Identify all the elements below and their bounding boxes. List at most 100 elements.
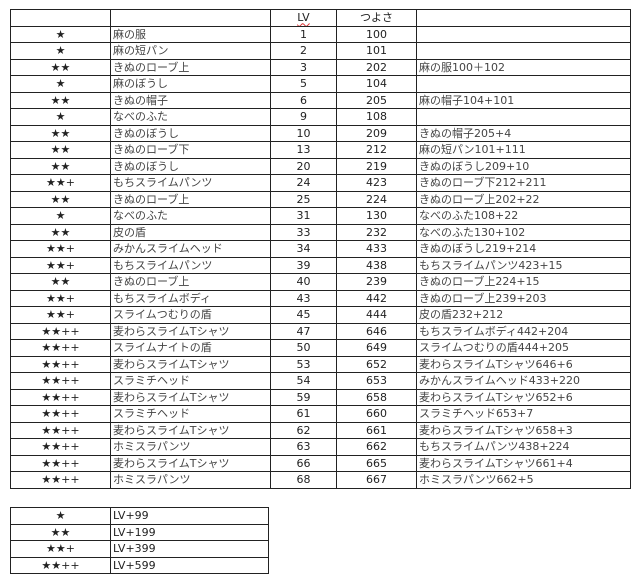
cell-level: 33	[270, 223, 337, 241]
cell-item-name: 皮の盾	[110, 223, 271, 241]
cell-rarity: ★★++	[10, 355, 111, 373]
cell-strength: 653	[336, 372, 417, 390]
cell-strength: 661	[336, 421, 417, 439]
cell-rarity: ★★++	[10, 421, 111, 439]
equipment-table: LV つよさ ★ 麻の服 1 100 ★ 麻の短パン 2 101 ★★ きぬのローブ上 3 202 麻の…	[10, 9, 631, 489]
legend-bonus: LV+99	[110, 507, 269, 525]
cell-strength: 209	[336, 124, 417, 142]
cell-rarity: ★★	[10, 58, 111, 76]
header-stars	[10, 9, 111, 27]
cell-level: 54	[270, 372, 337, 390]
cell-rarity: ★★	[10, 141, 111, 159]
cell-formula	[416, 108, 631, 126]
table-row: ★ 麻のぼうし 5 104	[10, 75, 631, 93]
cell-formula: きぬのぼうし209+10	[416, 157, 631, 175]
cell-item-name: なべのふた	[110, 207, 271, 225]
table-row: ★★++ 麦わらスライムTシャツ 47 646 もちスライムボディ442+204	[10, 322, 631, 340]
table-row: ★★++ ホミスラパンツ 68 667 ホミスラパンツ662+5	[10, 471, 631, 489]
cell-item-name: スラミチヘッド	[110, 372, 271, 390]
cell-item-name: 麦わらスライムTシャツ	[110, 322, 271, 340]
cell-level: 31	[270, 207, 337, 225]
cell-item-name: 麻のぼうし	[110, 75, 271, 93]
cell-item-name: もちスライムボディ	[110, 289, 271, 307]
header-formula	[416, 9, 631, 27]
cell-rarity: ★★	[10, 157, 111, 175]
table-row: ★★ きぬの帽子 6 205 麻の帽子104+101	[10, 91, 631, 109]
cell-strength: 108	[336, 108, 417, 126]
cell-formula	[416, 25, 631, 43]
cell-strength: 658	[336, 388, 417, 406]
cell-strength: 646	[336, 322, 417, 340]
cell-level: 10	[270, 124, 337, 142]
cell-item-name: 麦わらスライムTシャツ	[110, 421, 271, 439]
cell-rarity: ★★+	[10, 240, 111, 258]
table-row: ★★+ もちスライムパンツ 39 438 もちスライムパンツ423+15	[10, 256, 631, 274]
cell-level: 59	[270, 388, 337, 406]
cell-formula: スライムつむりの盾444+205	[416, 339, 631, 357]
cell-strength: 205	[336, 91, 417, 109]
cell-rarity: ★★++	[10, 405, 111, 423]
legend-row: ★★+ LV+399	[10, 540, 269, 558]
cell-level: 9	[270, 108, 337, 126]
cell-formula: きぬのローブ下212+211	[416, 174, 631, 192]
cell-item-name: スライムつむりの盾	[110, 306, 271, 324]
table-row: ★★ きぬのローブ上 40 239 きぬのローブ上224+15	[10, 273, 631, 291]
cell-item-name: みかんスライムヘッド	[110, 240, 271, 258]
cell-level: 3	[270, 58, 337, 76]
cell-rarity: ★★++	[10, 388, 111, 406]
cell-strength: 239	[336, 273, 417, 291]
table-row: ★★+ もちスライムボディ 43 442 きぬのローブ上239+203	[10, 289, 631, 307]
cell-level: 13	[270, 141, 337, 159]
cell-strength: 212	[336, 141, 417, 159]
cell-item-name: ホミスラパンツ	[110, 438, 271, 456]
cell-item-name: 麦わらスライムTシャツ	[110, 388, 271, 406]
cell-item-name: きぬのぼうし	[110, 157, 271, 175]
table-row: ★★++ 麦わらスライムTシャツ 62 661 麦わらスライムTシャツ658+3	[10, 421, 631, 439]
cell-item-name: きぬのぼうし	[110, 124, 271, 142]
cell-item-name: きぬのローブ下	[110, 141, 271, 159]
table-row: ★ 麻の短パン 2 101	[10, 42, 631, 60]
cell-strength: 667	[336, 471, 417, 489]
legend-rarity: ★★+	[10, 540, 111, 558]
header-name	[110, 9, 271, 27]
cell-strength: 100	[336, 25, 417, 43]
cell-level: 2	[270, 42, 337, 60]
legend-rarity: ★★	[10, 523, 111, 541]
cell-level: 66	[270, 454, 337, 472]
table-row: ★★++ スライムナイトの盾 50 649 スライムつむりの盾444+205	[10, 339, 631, 357]
cell-rarity: ★	[10, 207, 111, 225]
table-row: ★★++ ホミスラパンツ 63 662 もちスライムパンツ438+224	[10, 438, 631, 456]
cell-formula: きぬの帽子205+4	[416, 124, 631, 142]
cell-item-name: きぬの帽子	[110, 91, 271, 109]
cell-level: 61	[270, 405, 337, 423]
cell-rarity: ★★+	[10, 174, 111, 192]
cell-level: 43	[270, 289, 337, 307]
cell-formula: もちスライムパンツ438+224	[416, 438, 631, 456]
header-row: LV つよさ	[10, 9, 631, 27]
legend-table: ★ LV+99 ★★ LV+199 ★★+ LV+399 ★★++ LV+599	[10, 507, 269, 574]
cell-level: 53	[270, 355, 337, 373]
cell-formula: ホミスラパンツ662+5	[416, 471, 631, 489]
cell-strength: 232	[336, 223, 417, 241]
cell-rarity: ★★++	[10, 372, 111, 390]
table-row: ★ なべのふた 31 130 なべのふた108+22	[10, 207, 631, 225]
cell-rarity: ★★	[10, 190, 111, 208]
cell-strength: 219	[336, 157, 417, 175]
table-row: ★★ きぬのローブ上 3 202 麻の服100＋102	[10, 58, 631, 76]
cell-rarity: ★★++	[10, 322, 111, 340]
cell-level: 62	[270, 421, 337, 439]
cell-strength: 438	[336, 256, 417, 274]
table-row: ★★ きぬのぼうし 20 219 きぬのぼうし209+10	[10, 157, 631, 175]
cell-strength: 442	[336, 289, 417, 307]
cell-item-name: 麦わらスライムTシャツ	[110, 355, 271, 373]
cell-formula: もちスライムボディ442+204	[416, 322, 631, 340]
table-row: ★★++ 麦わらスライムTシャツ 53 652 麦わらスライムTシャツ646+6	[10, 355, 631, 373]
table-row: ★★ きぬのローブ下 13 212 麻の短パン101+111	[10, 141, 631, 159]
cell-strength: 423	[336, 174, 417, 192]
cell-level: 34	[270, 240, 337, 258]
cell-rarity: ★	[10, 42, 111, 60]
cell-level: 24	[270, 174, 337, 192]
cell-item-name: きぬのローブ上	[110, 58, 271, 76]
cell-formula	[416, 75, 631, 93]
cell-rarity: ★★+	[10, 306, 111, 324]
